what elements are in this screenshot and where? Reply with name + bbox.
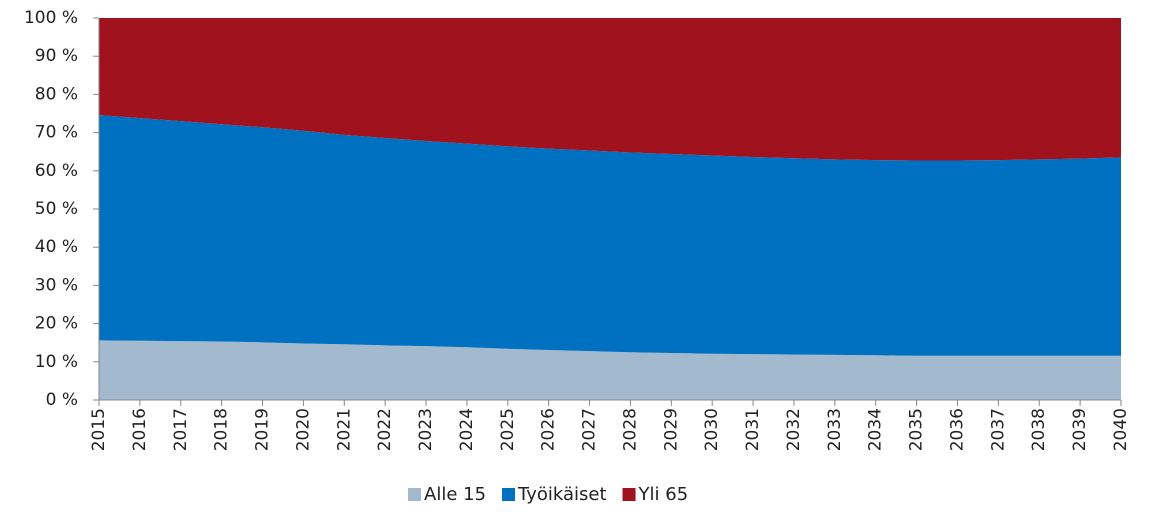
x-tick-label: 2026: [539, 408, 559, 451]
x-tick-label: 2028: [620, 408, 640, 451]
x-tick-label: 2037: [988, 408, 1008, 451]
y-tick-label: 10 %: [35, 352, 78, 372]
area: [99, 115, 1121, 356]
y-tick-label: 70 %: [35, 123, 78, 143]
legend-swatch: [622, 488, 636, 501]
y-tick-label: 20 %: [35, 314, 78, 334]
x-tick-label: 2015: [89, 408, 109, 451]
x-tick-label: 2031: [743, 408, 763, 451]
y-tick-label: 40 %: [35, 237, 78, 257]
x-tick-label: 2024: [457, 408, 477, 451]
legend-label: Alle 15: [424, 484, 486, 505]
x-tick-label: 2021: [334, 408, 354, 451]
y-tick-label: 60 %: [35, 161, 78, 181]
legend: Alle 15 Työikäiset Yli 65: [408, 484, 688, 505]
x-tick-label: 2033: [825, 408, 845, 451]
legend-label: Työikäiset: [517, 484, 607, 505]
y-tick-label: 0 %: [46, 390, 78, 410]
x-tick-label: 2036: [947, 408, 967, 451]
legend-swatch: [408, 488, 421, 501]
x-tick-label: 2034: [866, 408, 886, 451]
x-tick-label: 2020: [293, 408, 313, 451]
x-tick-label: 2039: [1070, 408, 1090, 451]
legend-swatch: [502, 488, 516, 501]
x-tick-label: 2035: [907, 408, 927, 451]
area: [99, 340, 1121, 400]
x-tick-label: 2029: [661, 408, 681, 451]
x-tick-label: 2025: [498, 408, 518, 451]
x-tick-label: 2018: [212, 408, 232, 451]
x-tick-label: 2019: [253, 408, 273, 451]
x-tick-label: 2016: [130, 408, 150, 451]
x-tick-label: 2023: [416, 408, 436, 451]
x-tick-label: 2038: [1029, 408, 1049, 451]
y-tick-label: 90 %: [35, 46, 78, 66]
y-tick-label: 80 %: [35, 84, 78, 104]
x-tick-label: 2040: [1111, 408, 1131, 451]
x-tick-label: 2032: [784, 408, 804, 451]
y-tick-label: 50 %: [35, 199, 78, 219]
legend-label: Yli 65: [638, 484, 689, 505]
x-tick-label: 2030: [702, 408, 722, 451]
x-tick-label: 2017: [171, 408, 191, 451]
x-tick-label: 2027: [580, 408, 600, 451]
y-tick-label: 30 %: [35, 275, 78, 295]
area: [99, 18, 1121, 161]
y-tick-label: 100 %: [24, 8, 78, 28]
x-tick-label: 2022: [375, 408, 395, 451]
